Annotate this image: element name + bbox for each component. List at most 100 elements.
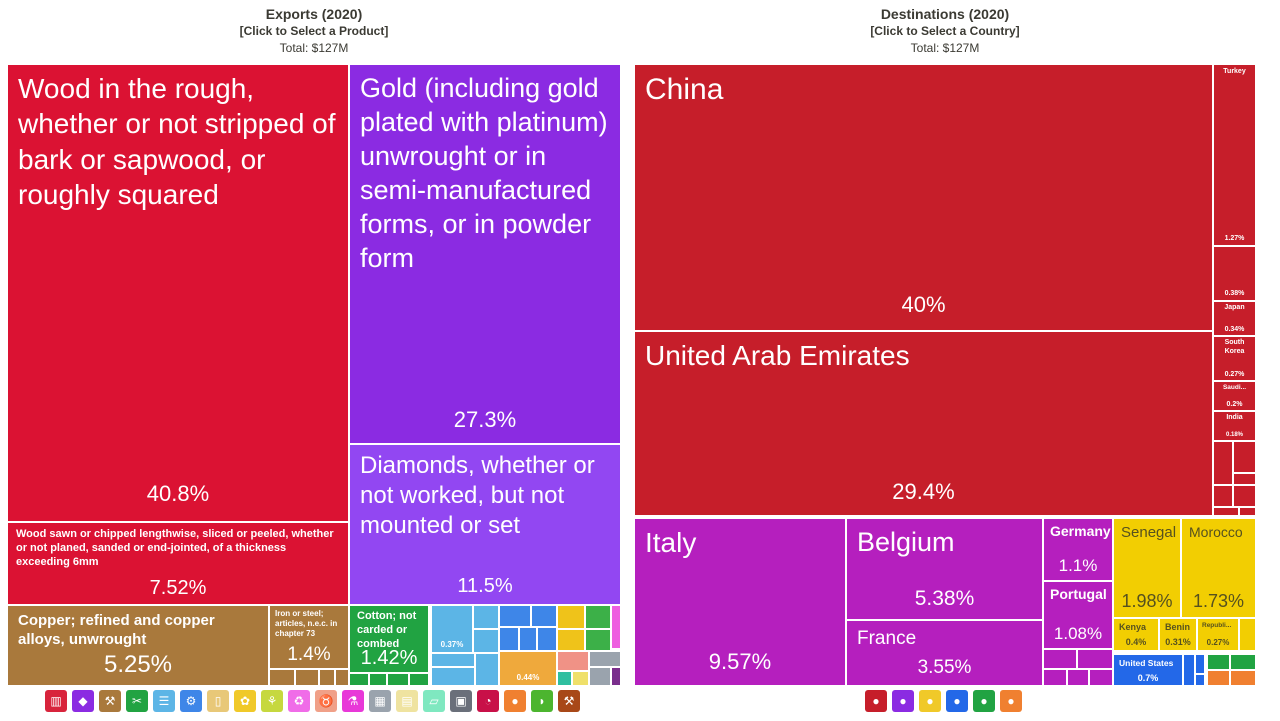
treemap-cell[interactable] — [1090, 670, 1112, 685]
tile-cotton[interactable]: Cotton; not carded or combed 1.42% — [350, 606, 428, 672]
treemap-cell[interactable] — [538, 628, 556, 650]
treemap-cell[interactable] — [558, 672, 571, 685]
asia-icon[interactable]: ● — [865, 690, 887, 712]
machines-icon[interactable]: ⚙ — [180, 690, 202, 712]
tile-copper[interactable]: Copper; refined and copper alloys, unwro… — [8, 606, 268, 685]
tile-italy[interactable]: Italy 9.57% — [635, 519, 845, 685]
north-america-icon[interactable]: ● — [946, 690, 968, 712]
tile-morocco[interactable]: Morocco 1.73% — [1182, 519, 1255, 617]
treemap-cell[interactable] — [1240, 619, 1255, 650]
treemap-cell[interactable] — [500, 628, 518, 650]
treemap-cell[interactable] — [558, 606, 584, 628]
tile-belgium[interactable]: Belgium 5.38% — [847, 519, 1042, 619]
oceania-icon[interactable]: ● — [1000, 690, 1022, 712]
instruments-icon[interactable]: ▯ — [207, 690, 229, 712]
wood-products-icon[interactable]: ▥ — [45, 690, 67, 712]
treemap-cell[interactable] — [573, 672, 588, 685]
treemap-cell[interactable] — [1240, 508, 1255, 515]
treemap-cell[interactable] — [270, 670, 294, 685]
tile-small-orange[interactable]: 0.44% — [500, 652, 556, 685]
treemap-cell[interactable] — [296, 670, 318, 685]
treemap-cell[interactable] — [590, 652, 620, 666]
tile-germany[interactable]: Germany 1.1% — [1044, 519, 1112, 580]
miscellaneous-icon[interactable]: ▦ — [369, 690, 391, 712]
treemap-cell[interactable] — [432, 654, 474, 666]
tile-unnamed-country[interactable]: 0.38% — [1214, 247, 1255, 300]
tile-japan[interactable]: Japan 0.34% — [1214, 302, 1255, 335]
tile-turkey[interactable]: Turkey 1.27% — [1214, 65, 1255, 245]
tile-benin[interactable]: Benin 0.31% — [1160, 619, 1196, 650]
tile-portugal[interactable]: Portugal 1.08% — [1044, 582, 1112, 648]
tile-iron-steel[interactable]: Iron or steel; articles, n.e.c. in chapt… — [270, 606, 348, 668]
treemap-cell[interactable] — [1044, 670, 1066, 685]
transportation-icon[interactable]: ☰ — [153, 690, 175, 712]
footwear-icon[interactable]: ◗ — [531, 690, 553, 712]
treemap-cell[interactable] — [500, 606, 530, 626]
tile-france[interactable]: France 3.55% — [847, 621, 1042, 685]
treemap-cell[interactable] — [1184, 655, 1194, 685]
treemap-cell[interactable] — [1068, 670, 1088, 685]
europe-icon[interactable]: ● — [892, 690, 914, 712]
treemap-cell[interactable] — [474, 630, 498, 652]
tile-gold[interactable]: Gold (including gold plated with platinu… — [350, 65, 620, 443]
tile-small-blue[interactable]: 0.37% — [432, 606, 472, 652]
treemap-cell[interactable] — [476, 654, 498, 685]
tile-united-states[interactable]: United States 0.7% — [1114, 655, 1182, 685]
treemap-cell[interactable] — [612, 668, 620, 685]
treemap-cell[interactable] — [1208, 655, 1229, 669]
treemap-cell[interactable] — [1231, 671, 1255, 685]
treemap-cell[interactable] — [1208, 671, 1229, 685]
treemap-cell[interactable] — [474, 606, 498, 628]
arts-antiques-icon[interactable]: ▣ — [450, 690, 472, 712]
paper-goods-icon[interactable]: ▤ — [396, 690, 418, 712]
treemap-cell[interactable] — [1234, 442, 1255, 472]
treemap-cell[interactable] — [370, 674, 386, 685]
treemap-cell[interactable] — [432, 668, 474, 685]
mineral-products-icon[interactable]: ⚒ — [558, 690, 580, 712]
metals-icon[interactable]: ⚒ — [99, 690, 121, 712]
treemap-cell[interactable] — [1196, 655, 1204, 673]
treemap-cell[interactable] — [586, 606, 610, 628]
treemap-cell[interactable] — [532, 606, 556, 626]
treemap-cell[interactable] — [1234, 474, 1255, 484]
plastics-rubbers-icon[interactable]: ♻ — [288, 690, 310, 712]
treemap-cell[interactable] — [410, 674, 428, 685]
treemap-cell[interactable] — [350, 674, 368, 685]
animal-hides-icon[interactable]: ▱ — [423, 690, 445, 712]
treemap-cell[interactable] — [336, 670, 348, 685]
tile-south-korea[interactable]: South Korea 0.27% — [1214, 337, 1255, 380]
treemap-cell[interactable] — [1234, 486, 1255, 506]
vegetable-products-icon[interactable]: ✿ — [234, 690, 256, 712]
africa-icon[interactable]: ● — [919, 690, 941, 712]
treemap-cell[interactable] — [1214, 442, 1232, 484]
treemap-cell[interactable] — [1231, 655, 1255, 669]
treemap-cell[interactable] — [590, 668, 610, 685]
animal-products-icon[interactable]: ♉ — [315, 690, 337, 712]
tile-wood-rough[interactable]: Wood in the rough, whether or not stripp… — [8, 65, 348, 521]
tile-senegal[interactable]: Senegal 1.98% — [1114, 519, 1180, 617]
treemap-cell[interactable] — [586, 630, 610, 650]
precision-instruments-icon[interactable]: ◔ — [477, 690, 499, 712]
tile-india[interactable]: India 0.18% — [1214, 412, 1255, 440]
tile-diamonds[interactable]: Diamonds, whether or not worked, but not… — [350, 445, 620, 604]
tile-wood-sawn[interactable]: Wood sawn or chipped lengthwise, sliced … — [8, 523, 348, 604]
treemap-cell[interactable] — [320, 670, 334, 685]
treemap-cell[interactable] — [612, 606, 620, 648]
tile-uae[interactable]: United Arab Emirates 29.4% — [635, 332, 1212, 515]
south-america-icon[interactable]: ● — [973, 690, 995, 712]
treemap-cell[interactable] — [558, 630, 584, 650]
treemap-cell[interactable] — [1044, 650, 1076, 668]
treemap-cell[interactable] — [1214, 486, 1232, 506]
tile-saudi[interactable]: Saudi... 0.2% — [1214, 382, 1255, 410]
treemap-cell[interactable] — [1214, 508, 1238, 515]
tile-china[interactable]: China 40% — [635, 65, 1212, 330]
stone-glass-icon[interactable]: ● — [504, 690, 526, 712]
textiles-icon[interactable]: ✂ — [126, 690, 148, 712]
cereals-icon[interactable]: ⚘ — [261, 690, 283, 712]
treemap-cell[interactable] — [388, 674, 408, 685]
treemap-cell[interactable] — [1196, 675, 1204, 685]
treemap-cell[interactable] — [520, 628, 536, 650]
chemical-products-icon[interactable]: ⚗ — [342, 690, 364, 712]
tile-republic[interactable]: Republi... 0.27% — [1198, 619, 1238, 650]
precious-stones-icon[interactable]: ◆ — [72, 690, 94, 712]
